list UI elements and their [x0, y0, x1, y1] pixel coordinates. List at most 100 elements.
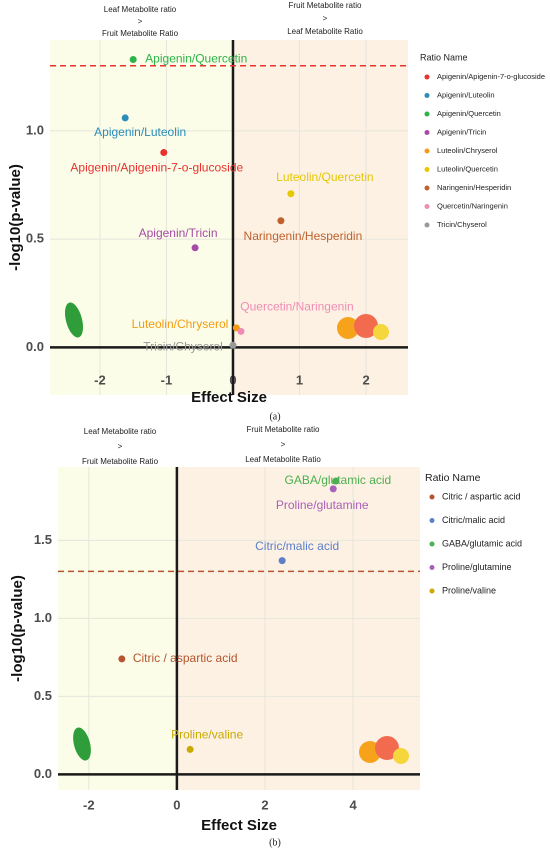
legend-label: Apigenin/Apigenin-7-o-glucoside [437, 72, 545, 81]
data-point [237, 327, 245, 335]
point-label: Apigenin/Quercetin [145, 52, 247, 66]
legend-marker [424, 148, 430, 154]
fruit-side-region [232, 40, 408, 395]
point-label: Luteolin/Chryserol [132, 317, 229, 331]
legend-label: Citric / aspartic acid [442, 491, 521, 501]
data-point [329, 485, 337, 493]
point-label: Apigenin/Apigenin-7-o-glucoside [70, 161, 243, 175]
legend-marker [429, 518, 435, 523]
direction-note: Fruit Metabolite Ratio [102, 29, 179, 38]
direction-note: Leaf Metabolite Ratio [287, 27, 363, 36]
legend-marker [424, 111, 430, 117]
fruit-icon [375, 736, 399, 760]
x-axis-title: Effect Size [201, 817, 277, 834]
direction-note: > [281, 440, 286, 449]
data-point [129, 55, 137, 63]
legend-label: Luteolin/Chryserol [437, 146, 498, 155]
data-point [332, 477, 340, 485]
direction-note: > [118, 442, 123, 451]
y-tick-label: 1.5 [34, 532, 52, 547]
direction-note: Fruit Metabolite ratio [247, 425, 320, 434]
legend-marker [429, 541, 435, 547]
legend-marker [424, 204, 430, 209]
leaf-icon [64, 302, 84, 338]
data-point [229, 341, 237, 349]
fruit-icon [337, 317, 359, 339]
legend-marker [424, 93, 430, 98]
legend-marker [424, 74, 430, 80]
caption: (b) [269, 837, 281, 848]
data-point [160, 149, 168, 157]
legend-label: GABA/glutamic acid [442, 538, 522, 548]
x-tick-label: 2 [362, 372, 369, 387]
point-label: Proline/glutamine [276, 498, 369, 512]
x-tick-label: 4 [349, 797, 357, 812]
legend-marker [429, 565, 435, 570]
y-axis-title: -log10(p-value) [9, 575, 26, 682]
y-axis-title: -log10(p-value) [7, 164, 24, 271]
legend-label: Naringenin/Hesperidin [437, 183, 511, 192]
x-tick-label: -1 [161, 372, 173, 387]
legend-title: Ratio Name [425, 472, 481, 484]
direction-note: > [138, 17, 143, 26]
decorations [64, 302, 409, 764]
data-point [278, 557, 286, 565]
legend-marker [424, 185, 430, 191]
legend-label: Proline/glutamine [442, 562, 512, 572]
x-axis-title: Effect Size [191, 389, 267, 406]
legend-label: Citric/malic acid [442, 515, 505, 525]
direction-note: Leaf Metabolite ratio [104, 5, 177, 14]
data-point [121, 114, 129, 122]
legend-marker [424, 130, 430, 135]
y-tick-label: 0.0 [26, 339, 44, 354]
direction-note: Leaf Metabolite Ratio [245, 455, 321, 464]
legend-label: Apigenin/Quercetin [437, 109, 501, 118]
background-layer [50, 40, 420, 790]
point-label: GABA/glutamic acid [285, 473, 392, 487]
data-point [118, 655, 126, 663]
point-label: Luteolin/Quercetin [276, 170, 373, 184]
point-label: Citric / aspartic acid [133, 651, 238, 665]
legend-marker [424, 222, 430, 228]
y-tick-label: 0.0 [34, 766, 52, 781]
legend-marker [429, 494, 435, 500]
x-tick-label: 2 [261, 797, 268, 812]
point-label: Quercetin/Naringenin [240, 300, 353, 314]
y-tick-label: 1.0 [34, 610, 52, 625]
point-label: Proline/valine [171, 728, 243, 742]
direction-note: Fruit Metabolite ratio [289, 1, 362, 10]
y-tick-label: 0.5 [26, 231, 44, 246]
legend-label: Apigenin/Tricin [437, 127, 486, 136]
x-tick-label: -2 [94, 372, 106, 387]
direction-note: Fruit Metabolite Ratio [82, 457, 159, 466]
legend-label: Quercetin/Naringenin [437, 201, 508, 210]
fruit-icon [393, 748, 409, 764]
legend-title: Ratio Name [420, 52, 468, 62]
direction-note: > [323, 14, 328, 23]
fruit-icon [354, 314, 378, 338]
legend-label: Luteolin/Quercetin [437, 164, 498, 173]
x-tick-label: 1 [296, 372, 303, 387]
x-tick-label: -2 [83, 797, 95, 812]
legend-label: Proline/valine [442, 585, 496, 595]
legend-marker [424, 167, 430, 172]
x-tick-label: 0 [173, 797, 180, 812]
leaf-icon [73, 727, 91, 761]
point-label: Naringenin/Hesperidin [244, 229, 363, 243]
fruit-side-region [176, 467, 420, 790]
point-label: Citric/malic acid [255, 539, 339, 553]
data-point [287, 190, 295, 198]
caption: (a) [269, 411, 280, 422]
legend-label: Apigenin/Luteolin [437, 90, 495, 99]
data-point [277, 217, 285, 225]
legend-label: Tricin/Chyserol [437, 220, 487, 229]
y-tick-label: 1.0 [26, 122, 44, 137]
legend-marker [429, 588, 435, 594]
y-tick-label: 0.5 [34, 688, 52, 703]
point-label: Apigenin/Luteolin [94, 125, 186, 139]
direction-note: Leaf Metabolite ratio [84, 427, 157, 436]
point-label: Apigenin/Tricin [139, 226, 218, 240]
data-point [191, 244, 199, 252]
fruit-icon [373, 324, 389, 340]
